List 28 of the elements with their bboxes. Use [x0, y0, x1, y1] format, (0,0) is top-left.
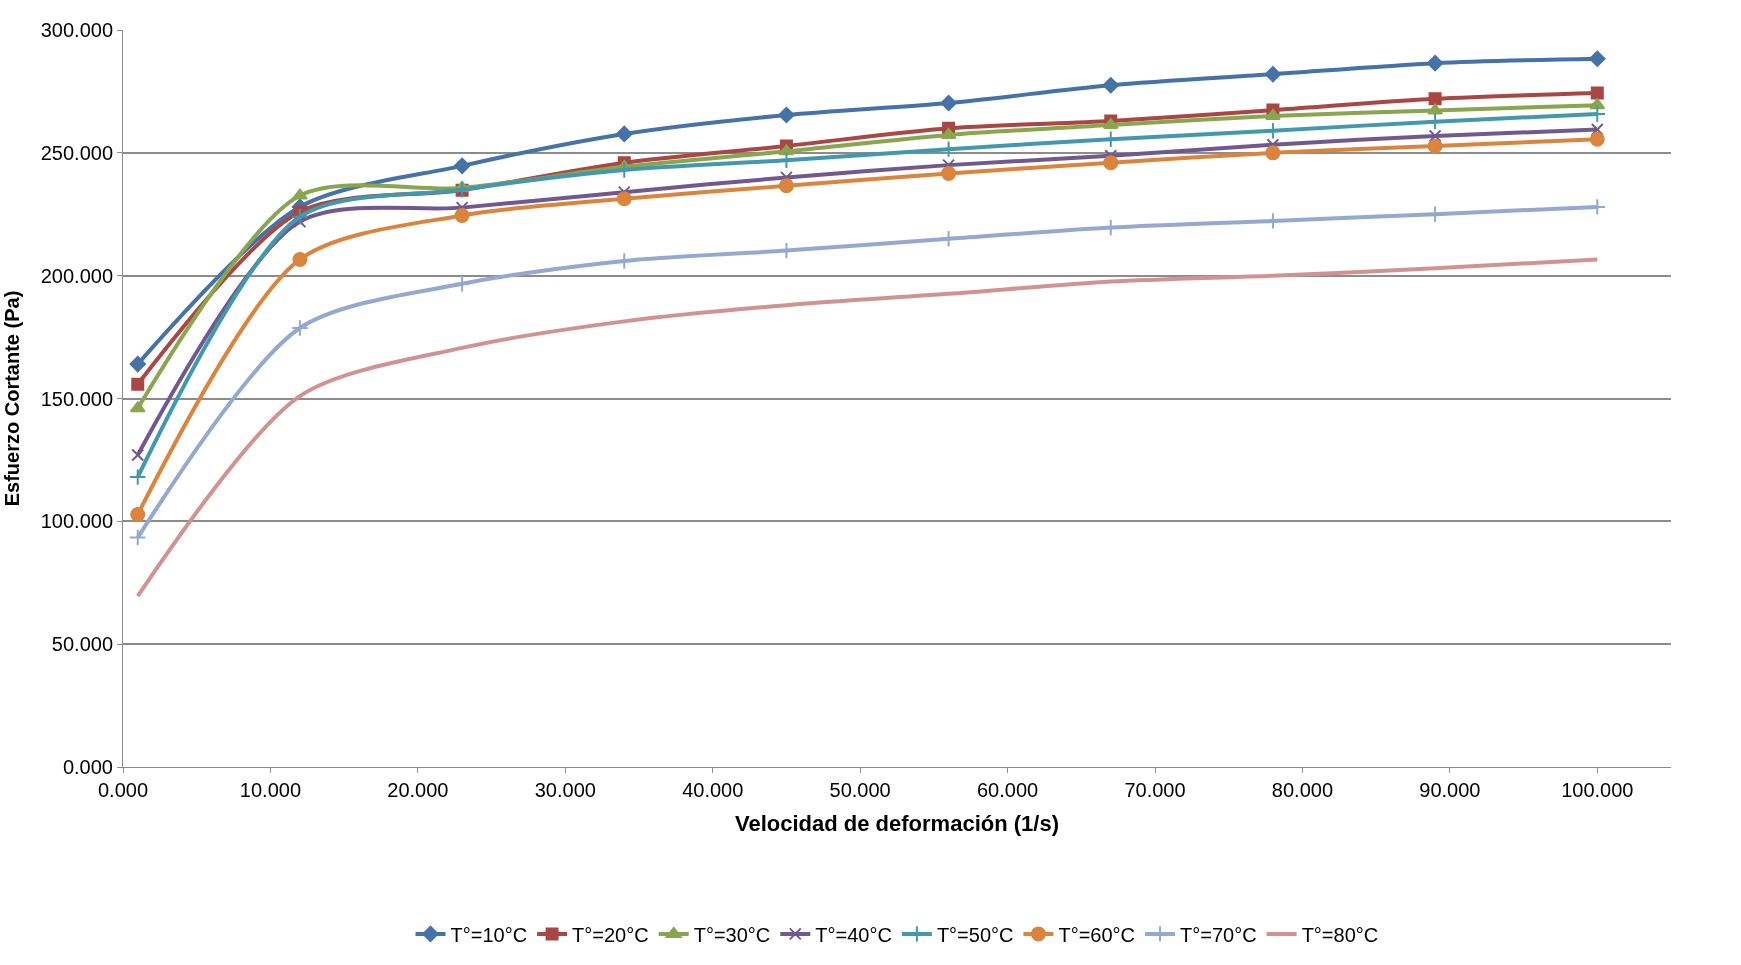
x-tick-label: 10.000	[239, 779, 302, 801]
legend-label: T°=10°C	[450, 923, 528, 946]
x-tick-label: 100.000	[1561, 779, 1634, 801]
legend-label: T°=30°C	[693, 923, 771, 946]
legend-label: T°=40°C	[815, 923, 892, 946]
x-axis-title: Velocidad de deformación (1/s)	[735, 810, 1059, 836]
legend-label: T°=50°C	[936, 923, 1014, 946]
x-tick-label: 60.000	[976, 779, 1039, 801]
x-tick-label: 90.000	[1419, 779, 1481, 801]
x-tick-label: 30.000	[534, 779, 596, 801]
y-tick-label: 50.000	[51, 633, 113, 656]
y-tick-label: 300.000	[40, 19, 113, 41]
y-tick-label: 200.000	[40, 264, 113, 287]
x-tick-label: 70.000	[1124, 779, 1186, 801]
y-tick-label: 150.000	[40, 387, 113, 410]
x-tick-label: 0.000	[97, 779, 149, 801]
legend-label: T°=70°C	[1180, 923, 1257, 946]
x-tick-label: 40.000	[682, 779, 744, 801]
x-tick-label: 80.000	[1271, 779, 1334, 801]
legend-label: T°=20°C	[572, 923, 649, 946]
x-tick-label: 20.000	[387, 779, 449, 801]
y-tick-label: 0.000	[62, 756, 113, 778]
y-axis-title: Esfuerzo Cortante (Pa)	[1, 290, 24, 507]
y-tick-label: 100.000	[40, 510, 113, 533]
legend-label: T°=60°C	[1058, 923, 1136, 946]
legend-label: T°=80°C	[1301, 923, 1379, 946]
y-tick-label: 250.000	[40, 141, 113, 164]
x-tick-label: 50.000	[829, 779, 891, 801]
